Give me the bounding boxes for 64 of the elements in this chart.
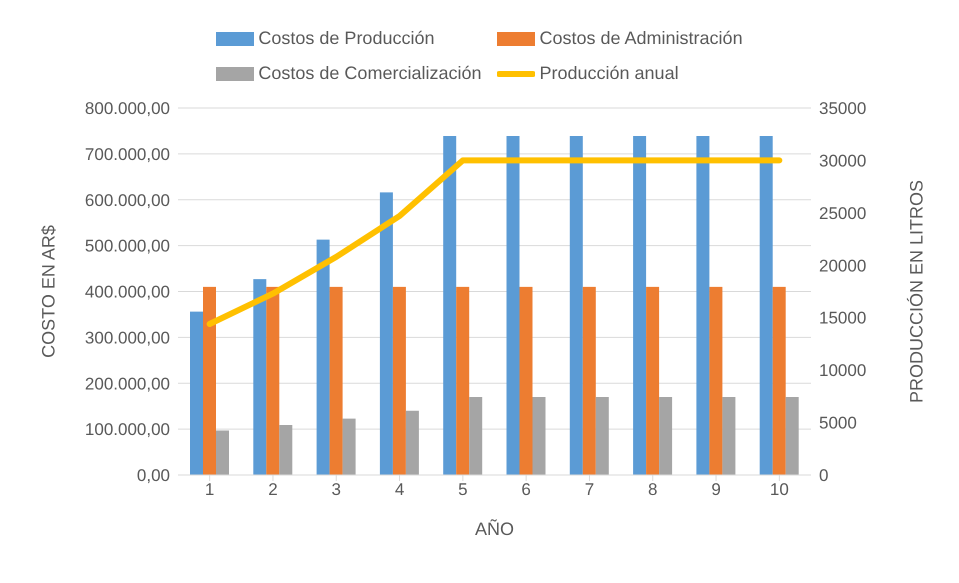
y-axis-title: COSTO EN AR$ (38, 225, 58, 358)
bar (646, 286, 660, 475)
bar (570, 136, 583, 475)
bar (786, 397, 799, 475)
y2-tick-label: 25000 (819, 204, 866, 223)
y-tick-label: 0,00 (136, 466, 170, 486)
bar (532, 397, 546, 475)
bar (582, 286, 596, 475)
bar (443, 136, 456, 475)
y-tick-label: 700.000,00 (84, 144, 170, 164)
bar (596, 397, 609, 475)
x-tick-label: 6 (521, 480, 531, 500)
y2-tick-label: 0 (819, 466, 828, 486)
y-tick-label: 300.000,00 (84, 328, 170, 348)
y2-axis-title: PRODUCCIÓN EN LITROS (906, 180, 926, 404)
x-tick-label: 9 (711, 480, 721, 500)
legend-label: Costos de Producción (258, 28, 434, 49)
x-tick-label: 10 (770, 480, 789, 500)
bar (203, 286, 216, 475)
bar (469, 397, 482, 475)
x-tick-label: 8 (648, 480, 658, 500)
y2-tick-label: 15000 (819, 308, 866, 328)
y-tick-label: 600.000,00 (84, 190, 170, 210)
bar (633, 136, 646, 475)
bar (330, 286, 343, 475)
y-tick-label: 100.000,00 (84, 420, 170, 440)
bar (709, 286, 722, 475)
bar (279, 424, 292, 475)
bar (659, 397, 672, 475)
bar (380, 192, 393, 475)
y2-tick-label: 35000 (819, 99, 866, 118)
y2-tick-label: 30000 (819, 151, 866, 170)
bar (722, 397, 736, 475)
bar (520, 286, 532, 475)
x-tick-label: 3 (332, 480, 341, 500)
bar (216, 430, 229, 475)
bar (696, 136, 710, 475)
x-tick-label: 7 (584, 480, 594, 500)
bar (316, 240, 330, 475)
legend-label: Producción anual (539, 63, 679, 84)
y-tick-label: 800.000,00 (84, 99, 170, 118)
bar (456, 286, 470, 475)
legend-label: Costos de Comercialización (258, 63, 482, 84)
legend-label: Costos de Administración (539, 28, 743, 49)
y2-tick-label: 20000 (819, 256, 866, 276)
y2-tick-label: 5000 (819, 414, 857, 433)
bar (406, 410, 419, 475)
x-tick-label: 4 (394, 480, 404, 500)
bar (772, 286, 786, 475)
bar (253, 279, 266, 475)
bar (392, 286, 406, 475)
bar (342, 418, 356, 475)
bar (506, 136, 520, 475)
y-tick-label: 400.000,00 (84, 282, 170, 302)
x-tick-label: 5 (458, 480, 468, 500)
y2-tick-label: 10000 (819, 361, 866, 380)
x-axis-title: AÑO (474, 519, 514, 539)
y-tick-label: 500.000,00 (84, 236, 170, 256)
bar (266, 286, 280, 475)
bar (760, 136, 773, 475)
y-tick-label: 200.000,00 (84, 374, 170, 394)
x-tick-label: 2 (268, 480, 278, 500)
x-tick-label: 1 (204, 480, 214, 500)
bar (190, 312, 203, 475)
